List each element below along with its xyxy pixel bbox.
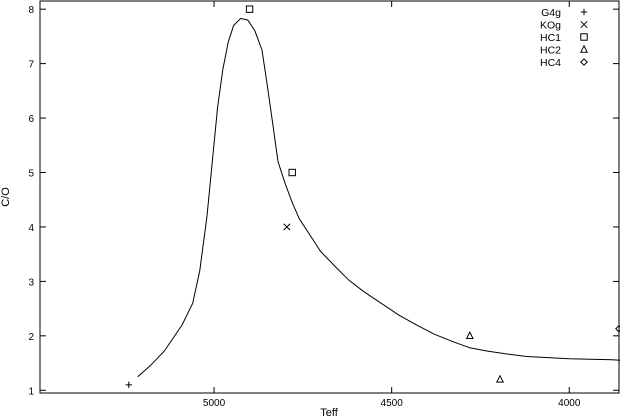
plot-frame: [39, 0, 620, 394]
y-tick-label: 4: [28, 223, 34, 234]
data-point-hc1: [288, 168, 296, 177]
data-point-g4g: [125, 381, 133, 389]
axis-ticks: 5000 4500 4000 1 2 3 4 5 6 7 8: [28, 1, 619, 409]
legend-label: HC1: [540, 32, 561, 44]
legend-label: HC2: [540, 45, 561, 57]
y-tick-label: 1: [28, 386, 34, 397]
legend-label: HC4: [540, 57, 561, 69]
legend-marker-g4g: [580, 8, 588, 16]
y-tick-label: 2: [28, 332, 34, 343]
model-curve-layer: [137, 17, 620, 378]
data-point-hc2: [495, 374, 505, 383]
data-point-hc4: [615, 324, 620, 333]
legend-marker-hc1: [580, 33, 588, 41]
x-tick-label: 4000: [558, 398, 581, 409]
x-tick-label: 4500: [381, 398, 404, 409]
model-curve: [137, 17, 620, 378]
data-points-layer: [125, 5, 620, 389]
data-point-hc1: [245, 5, 254, 13]
legend-label: G4g: [541, 7, 561, 19]
legend-marker-kog: [580, 20, 588, 29]
x-tick-label: 5000: [203, 398, 226, 409]
data-point-hc2: [465, 331, 474, 340]
legend-marker-hc4: [580, 58, 588, 66]
legend-marker-hc2: [579, 44, 589, 53]
y-tick-label: 6: [28, 114, 34, 125]
data-point-kog: [283, 223, 291, 231]
y-tick-label: 8: [28, 5, 34, 16]
legend-label: KOg: [540, 20, 561, 32]
y-tick-label: 3: [28, 277, 34, 288]
y-tick-label: 5: [28, 169, 34, 180]
y-tick-label: 7: [28, 60, 34, 71]
x-axis-label: Teff: [320, 407, 338, 418]
y-axis-label: C/O: [0, 187, 12, 207]
